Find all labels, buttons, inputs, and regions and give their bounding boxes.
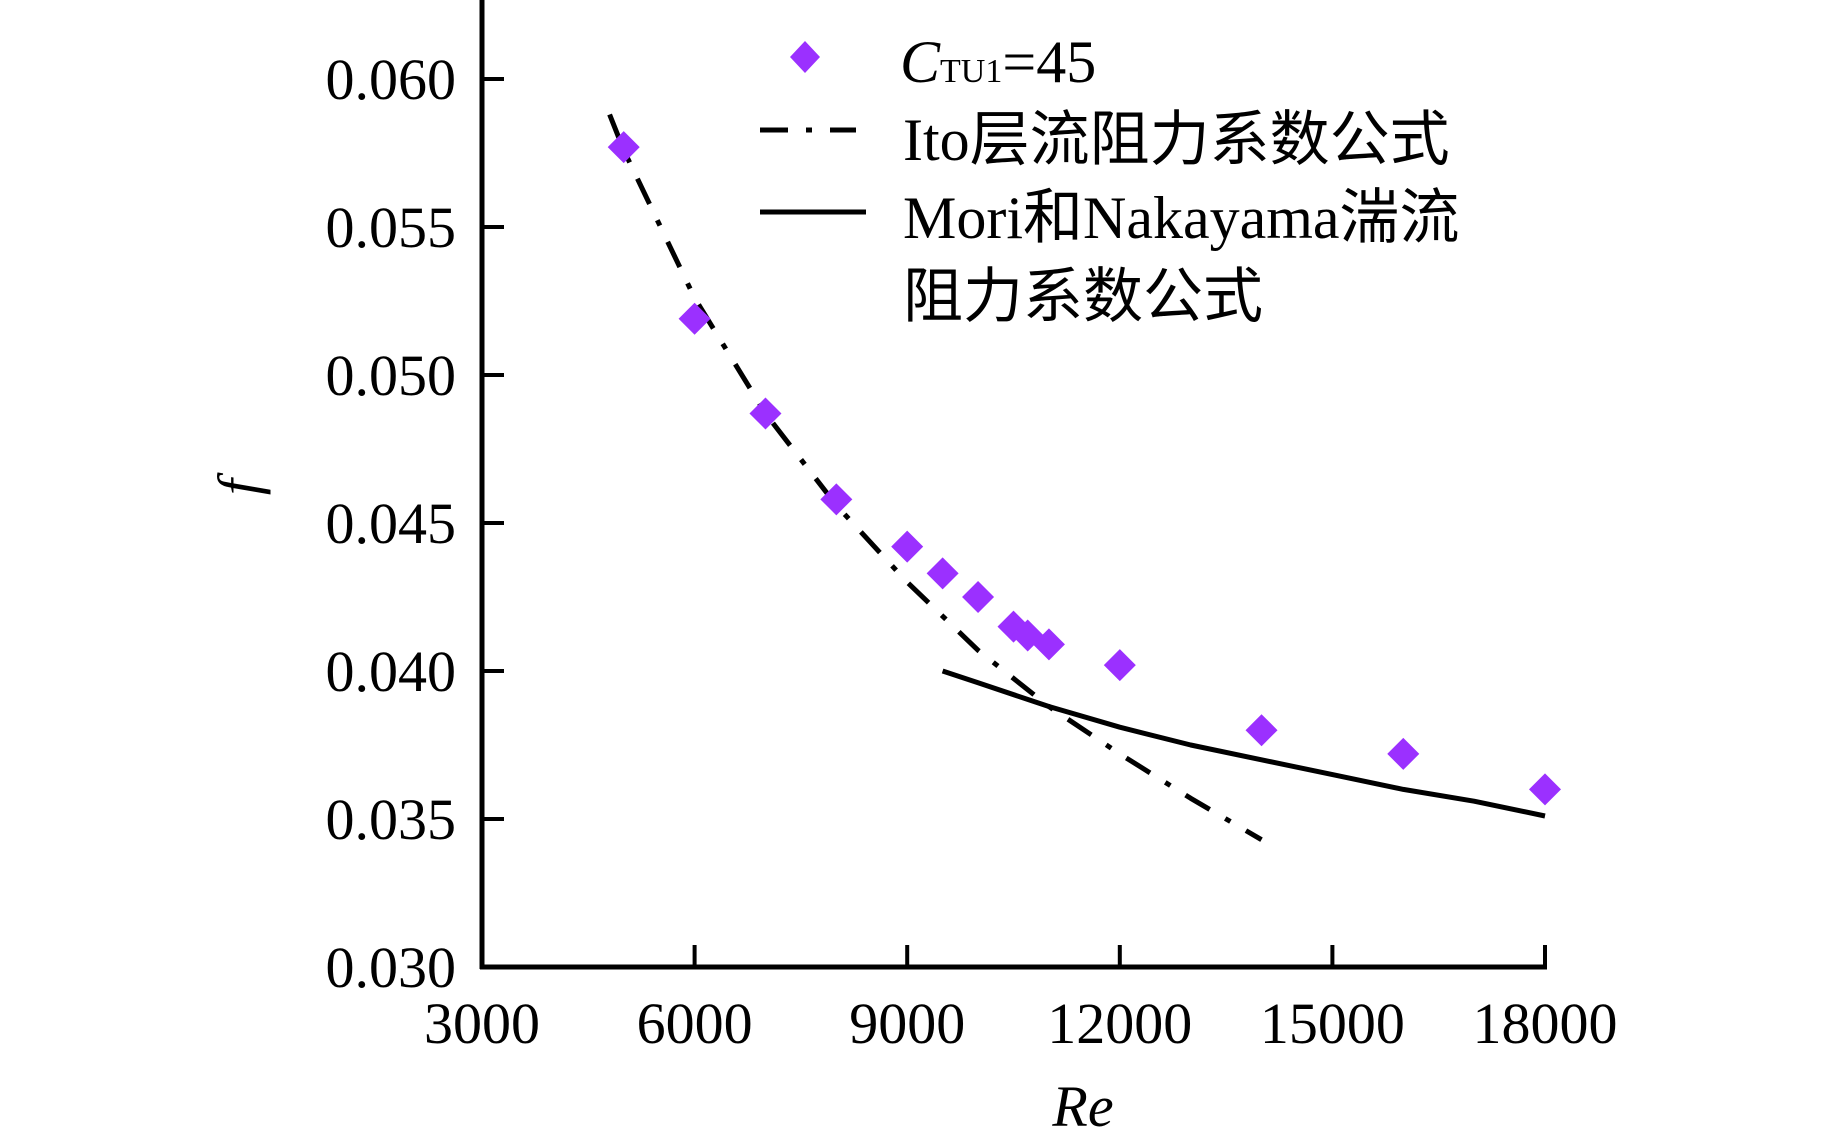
x-tick-label: 12000 <box>1047 991 1192 1056</box>
x-tick-label: 15000 <box>1260 991 1405 1056</box>
axes <box>479 0 1547 970</box>
data-point-marker <box>678 302 711 335</box>
y-axis-title: f <box>206 472 271 495</box>
legend-label-ito: Ito层流阻力系数公式 <box>903 107 1450 173</box>
y-tick-label: 0.035 <box>326 787 457 852</box>
data-point-marker <box>962 581 995 613</box>
plot-lines <box>607 113 1546 842</box>
legend-label-ctu1-main: C <box>900 29 941 95</box>
y-tick-label: 0.040 <box>326 639 457 704</box>
mori-nakayama-turbulent-curve <box>941 668 1546 819</box>
plot-markers <box>607 131 1561 806</box>
y-tick-label: 0.060 <box>326 47 457 112</box>
y-tick-label: 0.045 <box>326 491 457 556</box>
legend-label-mori-line2: 阻力系数公式 <box>903 264 1263 330</box>
data-point-marker <box>1387 737 1420 770</box>
legend-label-ctu1: CTU1=45 <box>900 29 1096 95</box>
legend-label-ctu1-rest: =45 <box>1002 29 1096 95</box>
y-tick-label: 0.050 <box>326 343 457 408</box>
y-ticks: 0.030 0.035 0.040 0.045 0.050 0.055 0.060 <box>326 47 504 1000</box>
legend-marker-diamond <box>790 41 820 73</box>
data-point-marker <box>926 557 959 590</box>
x-tick-label: 3000 <box>424 991 540 1056</box>
legend-label-mori-line1: Mori和Nakayama湍流 <box>903 185 1460 251</box>
y-tick-label: 0.030 <box>326 935 457 1000</box>
data-point-marker <box>1103 649 1136 682</box>
y-tick-label: 0.055 <box>326 195 457 260</box>
x-tick-label: 9000 <box>849 991 965 1056</box>
data-point-marker <box>607 131 640 164</box>
x-tick-label: 6000 <box>637 991 753 1056</box>
x-tick-label: 18000 <box>1473 991 1618 1056</box>
data-point-marker <box>1529 773 1561 806</box>
data-point-marker <box>891 530 924 563</box>
ito-laminar-curve <box>607 113 1263 842</box>
data-point-marker <box>1032 628 1065 661</box>
x-ticks: 3000 6000 9000 12000 15000 18000 <box>424 945 1618 1056</box>
data-point-marker <box>749 397 782 430</box>
data-point-marker <box>820 483 853 516</box>
x-axis-title: Re <box>1051 1074 1113 1129</box>
legend: CTU1=45 Ito层流阻力系数公式 Mori和Nakayama湍流 阻力系数… <box>760 29 1460 330</box>
data-point-marker <box>1245 714 1278 747</box>
legend-label-ctu1-sub: TU1 <box>940 53 1002 90</box>
